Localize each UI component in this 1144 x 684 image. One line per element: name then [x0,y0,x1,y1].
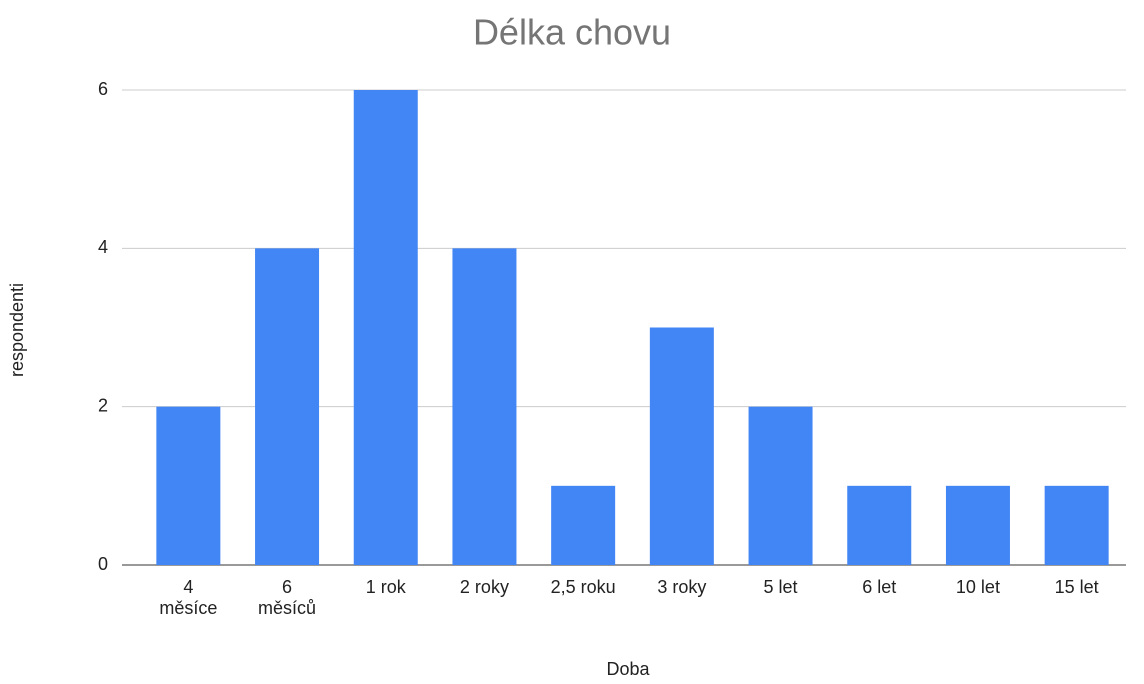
y-tick-label: 2 [98,395,108,415]
bar [748,406,813,565]
x-tick-label: 2 roky [459,577,509,597]
y-tick-label: 6 [98,79,108,99]
bar [156,406,221,565]
x-tick-label: 10 let [955,577,1000,597]
x-tick-label: 2,5 roku [550,577,616,597]
x-tick-label: 1 rok [365,577,406,597]
bar [847,485,912,565]
x-tick-label: 15 let [1054,577,1099,597]
y-tick-label: 0 [98,554,108,574]
bar [353,90,418,565]
y-axis-label: respondenti [7,283,27,377]
bar [1044,485,1109,565]
x-tick-label: 5 let [763,577,798,597]
y-tick-label: 4 [98,237,108,257]
x-tick-label: 6 měsíců [258,577,317,618]
bar [452,248,517,566]
bar [551,485,616,565]
bar [945,485,1010,565]
x-axis-label: Doba [606,659,650,679]
bar [255,248,320,566]
x-tick-label: 4 měsíce [159,577,218,618]
chart-title: Délka chovu [473,12,671,53]
bar [649,327,714,565]
x-tick-label: 6 let [862,577,897,597]
x-tick-label: 3 roky [657,577,707,597]
